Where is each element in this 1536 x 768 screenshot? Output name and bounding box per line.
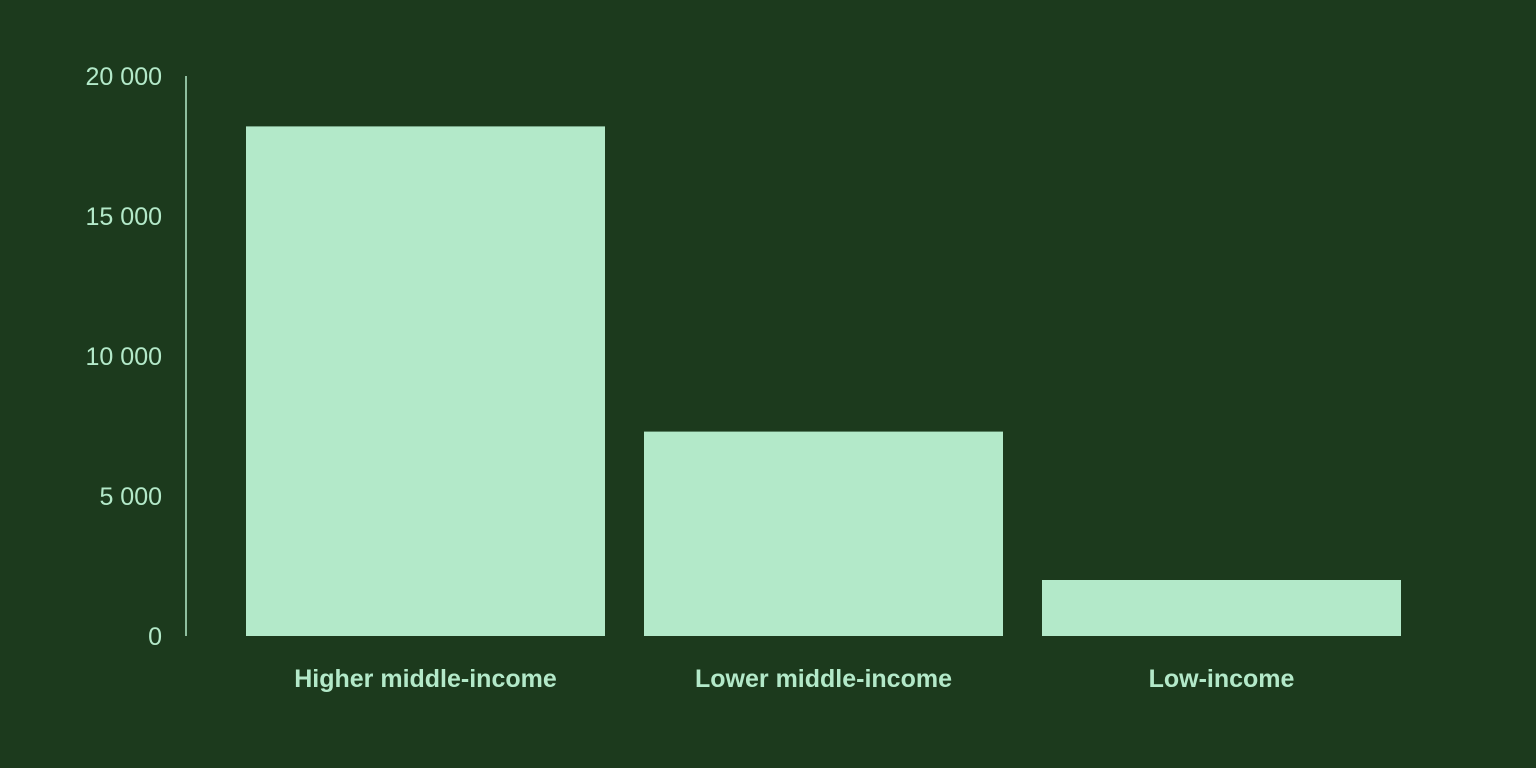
bar — [246, 126, 605, 637]
y-tick-label: 10 000 — [86, 343, 162, 371]
bar — [1042, 580, 1401, 636]
bars-group — [246, 126, 1401, 637]
x-category-label: Low-income — [1149, 665, 1295, 693]
y-tick-label: 5 000 — [99, 483, 162, 511]
x-category-label: Higher middle-income — [294, 665, 557, 693]
y-axis-tick-labels: 0 5 000 10 000 15 000 20 000 — [86, 63, 162, 651]
y-tick-label: 15 000 — [86, 203, 162, 231]
y-tick-label: 20 000 — [86, 63, 162, 91]
x-category-label: Lower middle-income — [695, 665, 952, 693]
x-axis-category-labels: Higher middle-income Lower middle-income L… — [294, 665, 1294, 693]
bar — [644, 431, 1003, 636]
y-tick-label: 0 — [148, 623, 162, 651]
